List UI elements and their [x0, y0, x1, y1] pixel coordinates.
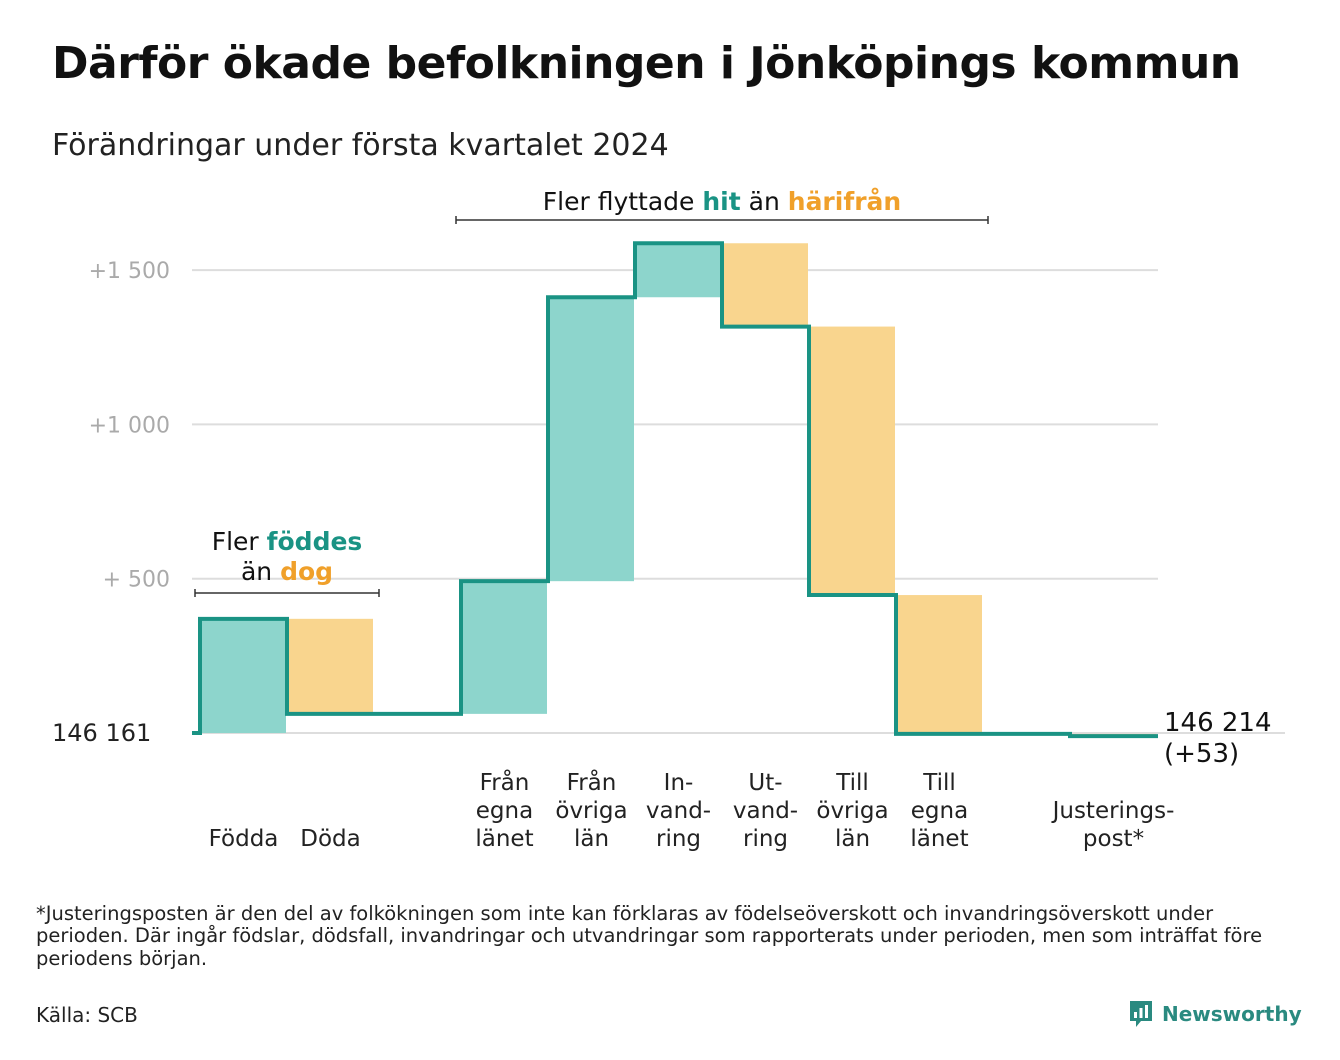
cumulative-step-line — [192, 241, 1158, 739]
category-label: post* — [1083, 826, 1144, 852]
bar-födda — [200, 618, 286, 733]
end-value-label: 146 214 — [1164, 708, 1272, 738]
source-note: Källa: SCB — [36, 1003, 138, 1027]
y-tick-label: +1 000 — [89, 413, 170, 438]
bar-från-egna-länet — [461, 581, 547, 714]
brand-name: Newsworthy — [1162, 1002, 1302, 1026]
chart-subtitle: Förändringar under första kvartalet 2024 — [52, 128, 669, 163]
category-label: In- — [664, 770, 694, 796]
category-label: Ut- — [748, 770, 782, 796]
bar-till-egna-länet — [896, 595, 982, 734]
category-label: ring — [743, 826, 788, 852]
annotation-line-2: än dog — [241, 557, 333, 586]
category-label: Till — [835, 770, 869, 796]
category-label: län — [835, 826, 870, 852]
category-label: egna — [476, 798, 533, 824]
bar-till-övriga-län — [809, 326, 895, 596]
category-label: övriga — [816, 798, 888, 824]
bar-döda — [287, 618, 373, 714]
category-label: vand- — [646, 798, 711, 824]
annotation-line-1: Fler flyttade hit än härifrån — [543, 187, 901, 216]
bar-utvandring — [722, 243, 808, 327]
category-label: Födda — [209, 826, 279, 852]
category-label: ring — [656, 826, 701, 852]
category-label: egna — [911, 798, 968, 824]
end-change-label: (+53) — [1164, 739, 1239, 769]
baseline-label: 146 161 — [52, 719, 151, 747]
chart-title: Därför ökade befolkningen i Jönköpings k… — [52, 38, 1241, 89]
newsworthy-icon — [1130, 1001, 1152, 1027]
bar-från-övriga-län — [548, 297, 634, 582]
category-label: övriga — [555, 798, 627, 824]
category-label: länet — [475, 826, 533, 852]
bar-invandring — [635, 243, 721, 298]
annotation-line-1: Fler föddes — [212, 527, 363, 556]
category-label: Till — [922, 770, 956, 796]
category-label: länet — [910, 826, 968, 852]
category-label: Från — [567, 768, 617, 796]
category-label: Döda — [300, 826, 360, 852]
y-tick-label: +1 500 — [89, 259, 170, 284]
category-label: vand- — [733, 798, 798, 824]
category-label: Från — [480, 768, 530, 796]
category-label: Justerings- — [1051, 798, 1175, 824]
category-label: län — [574, 826, 609, 852]
footnote: *Justeringsposten är den del av folkökni… — [36, 902, 1263, 970]
y-tick-label: + 500 — [103, 568, 170, 593]
newsworthy-logo: Newsworthy — [1128, 998, 1302, 1030]
